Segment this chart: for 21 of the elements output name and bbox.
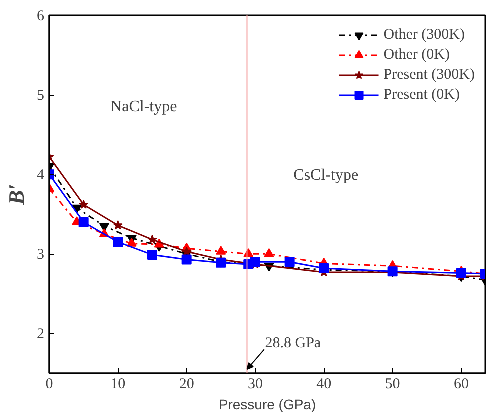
legend-label: Present (300K) <box>384 66 475 84</box>
x-tick-label: 30 <box>248 376 263 392</box>
legend-label: Present (0K) <box>384 86 460 104</box>
x-tick-label: 10 <box>110 376 126 392</box>
y-tick-label: 3 <box>37 247 44 264</box>
x-tick-label: 60 <box>454 376 469 392</box>
x-tick-label: 50 <box>385 376 400 392</box>
y-tick-label: 5 <box>37 88 44 104</box>
x-tick-label: 20 <box>179 376 194 392</box>
legend-label: Other (300K) <box>384 26 465 44</box>
y-tick-label: 4 <box>37 168 45 184</box>
annotation: 28.8 GPa <box>265 336 322 352</box>
y-tick-label: 6 <box>37 8 45 24</box>
x-tick-label: 40 <box>316 376 332 392</box>
x-axis-title: Pressure (GPa) <box>218 396 316 412</box>
annotation: NaCl-type <box>110 98 178 116</box>
x-tick-label: 0 <box>46 376 54 392</box>
y-tick-label: 2 <box>37 326 44 343</box>
y-axis-title: B′ <box>4 184 29 206</box>
annotation: CsCl-type <box>294 166 359 184</box>
legend-label: Other (0K) <box>384 46 450 64</box>
